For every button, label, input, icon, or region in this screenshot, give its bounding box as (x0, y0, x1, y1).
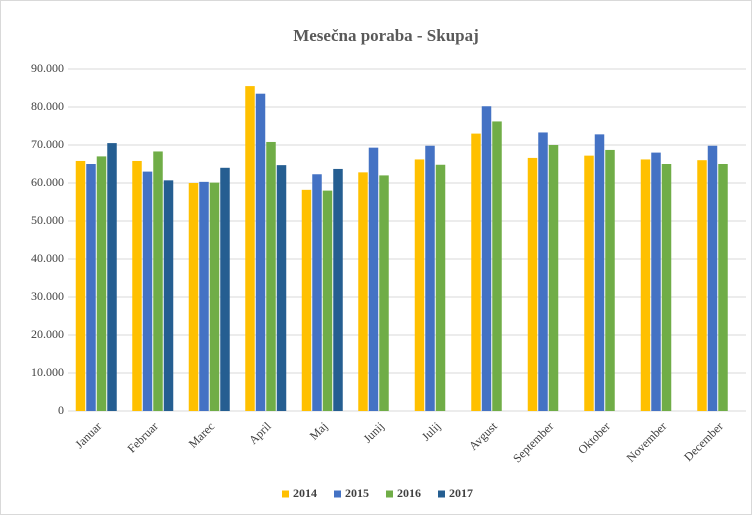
bar (425, 146, 435, 411)
bar (256, 94, 266, 411)
bar (358, 172, 368, 411)
bar (97, 156, 107, 411)
page: {"chart_data": { "type": "bar", "title":… (0, 0, 752, 515)
legend-label: 2014 (293, 486, 317, 500)
y-tick-label: 10.000 (31, 365, 64, 379)
bar (312, 174, 322, 411)
bar (641, 159, 651, 411)
bar (436, 165, 446, 411)
bar (86, 164, 96, 411)
bar (333, 169, 343, 411)
bar (76, 161, 86, 411)
y-tick-label: 90.000 (31, 61, 64, 75)
bar (605, 150, 615, 411)
y-tick-label: 40.000 (31, 251, 64, 265)
bar (107, 143, 117, 411)
y-tick-label: 30.000 (31, 289, 64, 303)
bar (379, 175, 389, 411)
bar (482, 106, 492, 411)
y-tick-label: 70.000 (31, 137, 64, 151)
legend-swatch (438, 491, 445, 498)
bar (549, 145, 559, 411)
bar (662, 164, 672, 411)
bar (132, 161, 142, 411)
legend-swatch (334, 491, 341, 498)
legend-label: 2016 (397, 486, 421, 500)
bar (302, 190, 312, 411)
bar (471, 134, 481, 411)
bar (697, 160, 707, 411)
bar (164, 180, 174, 411)
bar (528, 158, 538, 411)
bar (538, 132, 548, 411)
chart: Mesečna poraba - Skupaj 0 10.000 20.000 30.… (0, 0, 752, 515)
bar (369, 148, 379, 411)
bar (323, 191, 333, 411)
y-tick-label: 60.000 (31, 175, 64, 189)
bar (651, 153, 661, 411)
legend-swatch (282, 491, 289, 498)
legend-swatch (386, 491, 393, 498)
bar (266, 142, 276, 411)
y-tick-label: 20.000 (31, 327, 64, 341)
bar (492, 121, 502, 411)
bar (199, 182, 209, 411)
bar (210, 183, 220, 411)
bar (153, 151, 163, 411)
bar (245, 86, 255, 411)
bar (277, 165, 287, 411)
bar (220, 168, 230, 411)
y-tick-label: 0 (58, 403, 64, 417)
legend-label: 2017 (449, 486, 473, 500)
bar (708, 146, 718, 411)
bar (718, 164, 728, 411)
bar (415, 159, 425, 411)
y-tick-label: 80.000 (31, 99, 64, 113)
legend-label: 2015 (345, 486, 369, 500)
chart-title: Mesečna poraba - Skupaj (293, 26, 479, 45)
bar (143, 172, 153, 411)
bar (189, 183, 199, 411)
bar (584, 156, 594, 411)
bar (595, 134, 605, 411)
y-tick-label: 50.000 (31, 213, 64, 227)
